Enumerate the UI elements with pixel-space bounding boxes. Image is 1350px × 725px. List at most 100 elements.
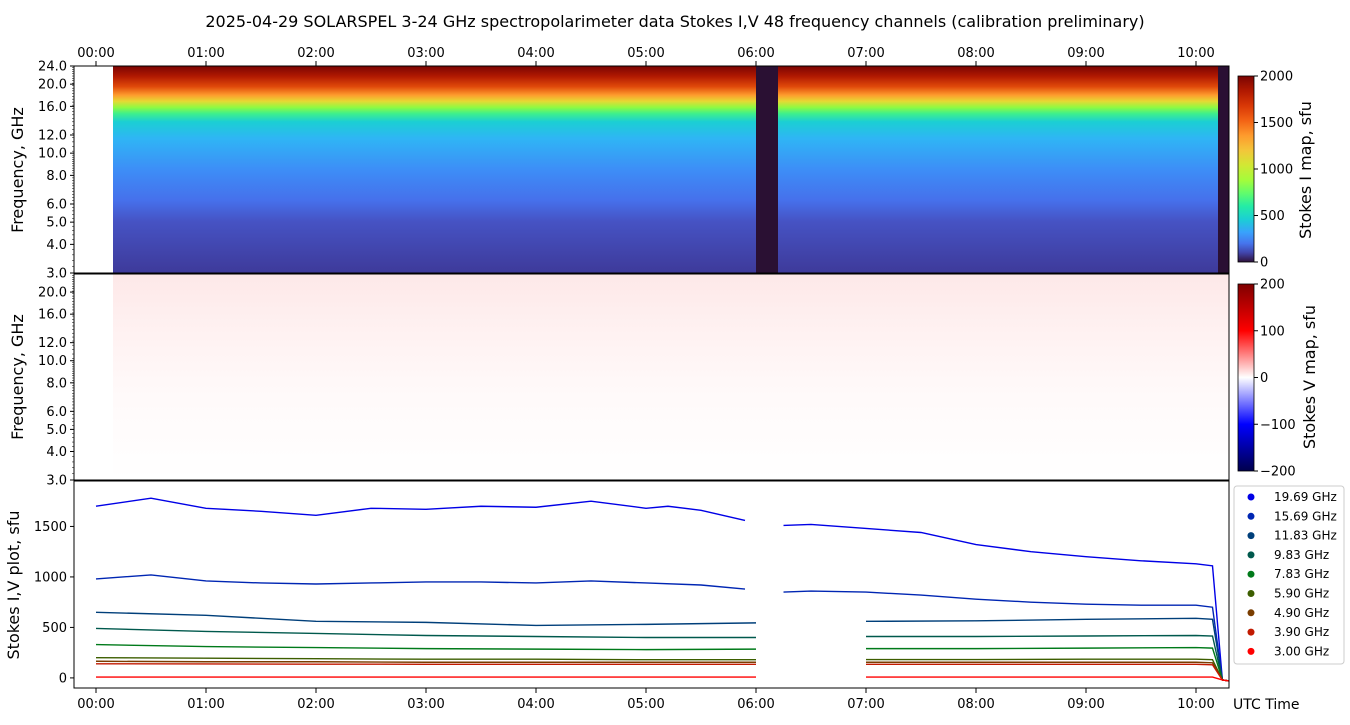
chart-title: 2025-04-29 SOLARSPEL 3-24 GHz spectropol… [205, 12, 1144, 31]
legend-marker [1247, 570, 1255, 578]
stokes-plot-area [74, 481, 1229, 688]
stokes-i-ylabel: Frequency, GHz [8, 107, 27, 233]
series-line [95, 611, 757, 627]
legend-label: 3.90 GHz [1274, 625, 1329, 639]
colorbar-tick-label: 200 [1260, 278, 1285, 293]
colorbar-tick-label: 100 [1260, 324, 1285, 339]
stokes-v-frame [73, 273, 1230, 481]
freq-tick-label: 12.0 [38, 129, 67, 144]
colorbar-tick-label: −200 [1260, 465, 1296, 480]
legend-marker [1247, 647, 1255, 655]
legend-box [1233, 485, 1345, 665]
series-line [95, 660, 756, 663]
top-time-tick-label: 04:00 [517, 46, 554, 61]
stokes-plot-yaxis: 1500 1000 500 0 [34, 520, 74, 686]
top-time-tick-label: 02:00 [297, 46, 334, 61]
legend-marker [1247, 512, 1255, 520]
freq-tick-label: 3.0 [46, 267, 67, 282]
freq-tick-label: 6.0 [46, 198, 67, 213]
series-line [783, 590, 1230, 682]
series-line [95, 574, 746, 590]
freq-tick-label: 12.0 [38, 336, 67, 351]
series-line [95, 497, 746, 522]
legend-marker [1247, 493, 1255, 501]
top-time-tick-label: 03:00 [407, 46, 444, 61]
top-time-tick-label: 06:00 [737, 46, 774, 61]
plot-y-tick-label: 500 [42, 621, 67, 636]
stokes-i-colorbar-ticks: 2000 1500 1000 500 0 [1254, 70, 1293, 271]
legend-label: 3.00 GHz [1274, 644, 1329, 658]
top-time-tick-label: 05:00 [627, 46, 664, 61]
freq-tick-label: 24.0 [38, 60, 67, 75]
legend-label: 7.83 GHz [1274, 567, 1329, 581]
freq-tick-label: 6.0 [46, 405, 67, 420]
freq-tick-label: 8.0 [46, 169, 67, 184]
stokes-v-map [113, 274, 1229, 480]
stokes-i-yaxis: 24.0 20.0 16.0 12.0 10.0 8.0 6.0 5.0 4.0 3.0 [38, 60, 74, 282]
stokes-i-map [113, 66, 1229, 273]
plot-y-tick-label: 1000 [34, 570, 67, 585]
stokes-v-colorbar [1237, 283, 1255, 472]
legend-marker [1247, 628, 1255, 636]
bottom-time-tick-label: 05:00 [627, 697, 664, 712]
series-line [783, 523, 1230, 682]
legend: 19.69 GHz 15.69 GHz 11.83 GHz 9.83 GHz 7.83 … [1233, 485, 1345, 665]
stokes-v-colorbar-ticks: 200 100 0 −100 −200 [1254, 278, 1296, 480]
colorbar-tick-label: −100 [1260, 418, 1296, 433]
bottom-time-tick-label: 03:00 [407, 697, 444, 712]
stokes-v-panel: 20.0 16.0 12.0 10.0 8.0 6.0 5.0 4.0 3.0 Frequenc… [8, 273, 1319, 489]
bottom-time-tick-label: 06:00 [737, 697, 774, 712]
stokes-plot-ylabel: Stokes I,V plot, sfu [4, 511, 23, 660]
series-line [866, 676, 1230, 682]
legend-marker [1247, 590, 1255, 597]
freq-tick-label: 8.0 [46, 376, 67, 391]
stokes-v-yaxis: 20.0 16.0 12.0 10.0 8.0 6.0 5.0 4.0 3.0 [38, 274, 74, 489]
legend-label: 15.69 GHz [1274, 509, 1337, 523]
freq-tick-label: 10.0 [38, 354, 67, 369]
stokes-v-colorbar-label: Stokes V map, sfu [1300, 305, 1319, 449]
bottom-time-tick-label: 07:00 [847, 697, 884, 712]
bottom-time-tick-label: 09:00 [1067, 697, 1104, 712]
stokes-i-end-block [1218, 66, 1229, 273]
series-lines [95, 497, 1230, 682]
time-axis-label: UTC Time [1233, 697, 1299, 713]
freq-tick-label: 3.0 [46, 474, 67, 489]
colorbar-tick-label: 1000 [1260, 163, 1293, 178]
bottom-time-tick-label: 04:00 [517, 697, 554, 712]
top-time-tick-label: 08:00 [957, 46, 994, 61]
stokes-plot-frame [73, 480, 1230, 689]
series-line [95, 657, 756, 661]
legend-label: 9.83 GHz [1274, 548, 1329, 562]
colorbar-tick-label: 1500 [1260, 116, 1293, 131]
legend-label: 4.90 GHz [1274, 606, 1329, 620]
colorbar-tick-label: 500 [1260, 209, 1285, 224]
freq-tick-label: 5.0 [46, 216, 67, 231]
freq-tick-label: 20.0 [38, 286, 67, 301]
legend-label: 5.90 GHz [1274, 587, 1329, 601]
freq-tick-label: 4.0 [46, 238, 67, 253]
top-time-tick-label: 09:00 [1067, 46, 1104, 61]
plot-y-tick-label: 1500 [34, 520, 67, 535]
freq-tick-label: 16.0 [38, 308, 67, 323]
freq-tick-label: 20.0 [38, 78, 67, 93]
bottom-time-tick-label: 02:00 [297, 697, 334, 712]
bottom-time-tick-label: 08:00 [957, 697, 994, 712]
bottom-time-tick-label: 01:00 [187, 697, 224, 712]
top-time-axis: 00:00 01:00 02:00 03:00 04:00 05:00 06:00 07:00… [77, 46, 1215, 66]
stokes-i-colorbar [1237, 75, 1255, 263]
freq-tick-label: 5.0 [46, 423, 67, 438]
stokes-i-frame [73, 65, 1230, 274]
top-time-tick-label: 00:00 [77, 46, 114, 61]
series-line [95, 663, 756, 665]
top-time-tick-label: 10:00 [1177, 46, 1214, 61]
bottom-time-tick-label: 10:00 [1177, 697, 1214, 712]
stokes-i-panel: 24.0 20.0 16.0 12.0 10.0 8.0 6.0 5.0 4.0 3.0 Freq… [8, 60, 1315, 282]
top-time-tick-label: 01:00 [187, 46, 224, 61]
freq-tick-label: 10.0 [38, 147, 67, 162]
plot-y-tick-label: 0 [59, 671, 67, 686]
legend-marker [1247, 609, 1255, 617]
stokes-i-colorbar-label: Stokes I map, sfu [1296, 101, 1315, 239]
legend-label: 19.69 GHz [1274, 490, 1337, 504]
